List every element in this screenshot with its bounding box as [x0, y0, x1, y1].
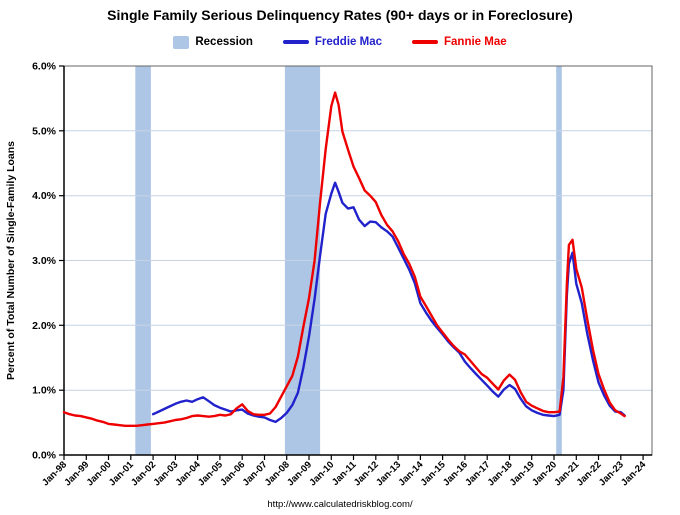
legend-swatch-freddie-mac — [282, 40, 309, 44]
fannie-mae-line — [62, 91, 626, 427]
legend-label-fannie-mae: Fannie Mae — [444, 36, 507, 48]
y-tick-label: 1.0% — [32, 385, 57, 397]
legend-item-freddie-mac: Freddie Mac — [282, 36, 382, 48]
x-tick-label: Jan-10 — [307, 459, 336, 488]
legend-item-recession: Recession — [173, 35, 253, 49]
legend-label-freddie-mac: Freddie Mac — [314, 36, 382, 48]
y-tick-label: 2.0% — [32, 320, 57, 332]
legend-swatch-recession — [173, 35, 190, 49]
x-tick-label: Jan-24 — [619, 459, 649, 489]
legend: Recession Freddie Mac Fannie Mae — [0, 34, 680, 50]
legend-item-fannie-mae: Fannie Mae — [412, 36, 507, 48]
chart-title: Single Family Serious Delinquency Rates … — [107, 7, 573, 23]
y-tick-label: 3.0% — [32, 255, 57, 267]
y-tick-label: 4.0% — [32, 190, 57, 202]
legend-swatch-fannie-mae — [412, 40, 438, 44]
y-tick-label: 6.0% — [32, 61, 57, 73]
legend-label-recession: Recession — [195, 36, 253, 48]
footer-url: http://www.calculatedriskblog.com/ — [267, 499, 413, 510]
y-axis-title: Percent of Total Number of Single-Family… — [5, 141, 17, 380]
y-tick-label: 0.0% — [32, 450, 57, 462]
y-tick-label: 5.0% — [32, 125, 57, 137]
freddie-mac-line — [151, 181, 626, 424]
